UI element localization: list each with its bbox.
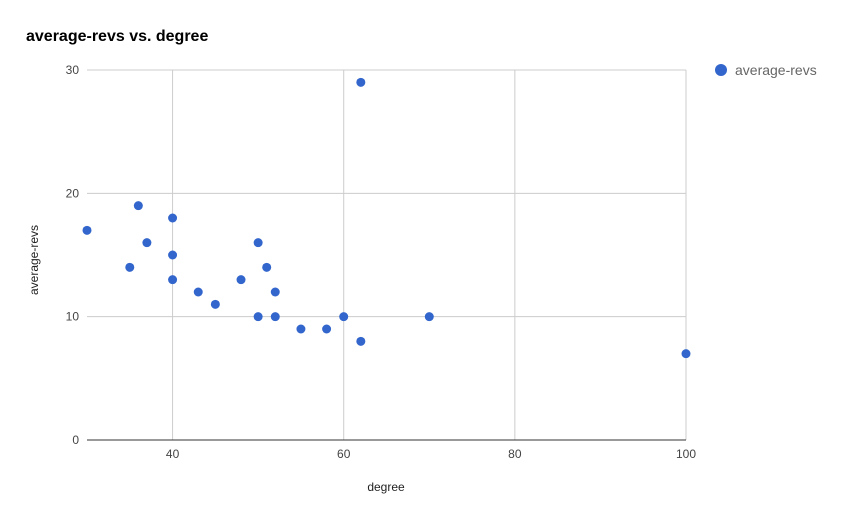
gridlines xyxy=(87,69,687,440)
data-point xyxy=(168,213,178,223)
x-tick-label-40: 40 xyxy=(166,447,180,461)
data-points xyxy=(82,77,691,359)
data-point xyxy=(125,262,135,272)
legend: average-revs xyxy=(715,62,817,78)
data-point xyxy=(236,275,246,285)
data-point xyxy=(424,312,434,322)
y-tick-label-0: 0 xyxy=(72,433,79,447)
chart-title: average-revs vs. degree xyxy=(26,28,208,45)
data-point xyxy=(296,324,306,334)
y-tick-label-30: 30 xyxy=(66,63,80,77)
y-axis-title: average-revs xyxy=(27,225,41,295)
data-point xyxy=(210,299,220,309)
legend-label-average-revs: average-revs xyxy=(735,62,817,78)
data-point xyxy=(168,275,178,285)
data-point xyxy=(270,287,280,297)
x-tick-label-80: 80 xyxy=(508,447,522,461)
x-tick-label-60: 60 xyxy=(337,447,351,461)
data-point xyxy=(133,201,143,211)
data-point xyxy=(82,225,92,235)
x-tick-label-100: 100 xyxy=(676,447,696,461)
data-point xyxy=(356,77,366,87)
y-tick-label-10: 10 xyxy=(66,310,80,324)
data-point xyxy=(270,312,280,322)
data-point xyxy=(253,312,263,322)
data-point xyxy=(681,349,691,359)
data-point xyxy=(142,238,152,248)
data-point xyxy=(322,324,332,334)
data-point xyxy=(339,312,349,322)
legend-marker xyxy=(715,64,727,76)
data-point xyxy=(262,262,272,272)
x-axis-title: degree xyxy=(367,480,405,494)
data-point xyxy=(356,336,366,346)
data-point xyxy=(168,250,178,260)
tick-labels: 0 10 20 30 40 60 80 100 xyxy=(66,63,697,461)
data-point xyxy=(193,287,203,297)
data-point xyxy=(253,238,263,248)
y-tick-label-20: 20 xyxy=(66,186,80,200)
